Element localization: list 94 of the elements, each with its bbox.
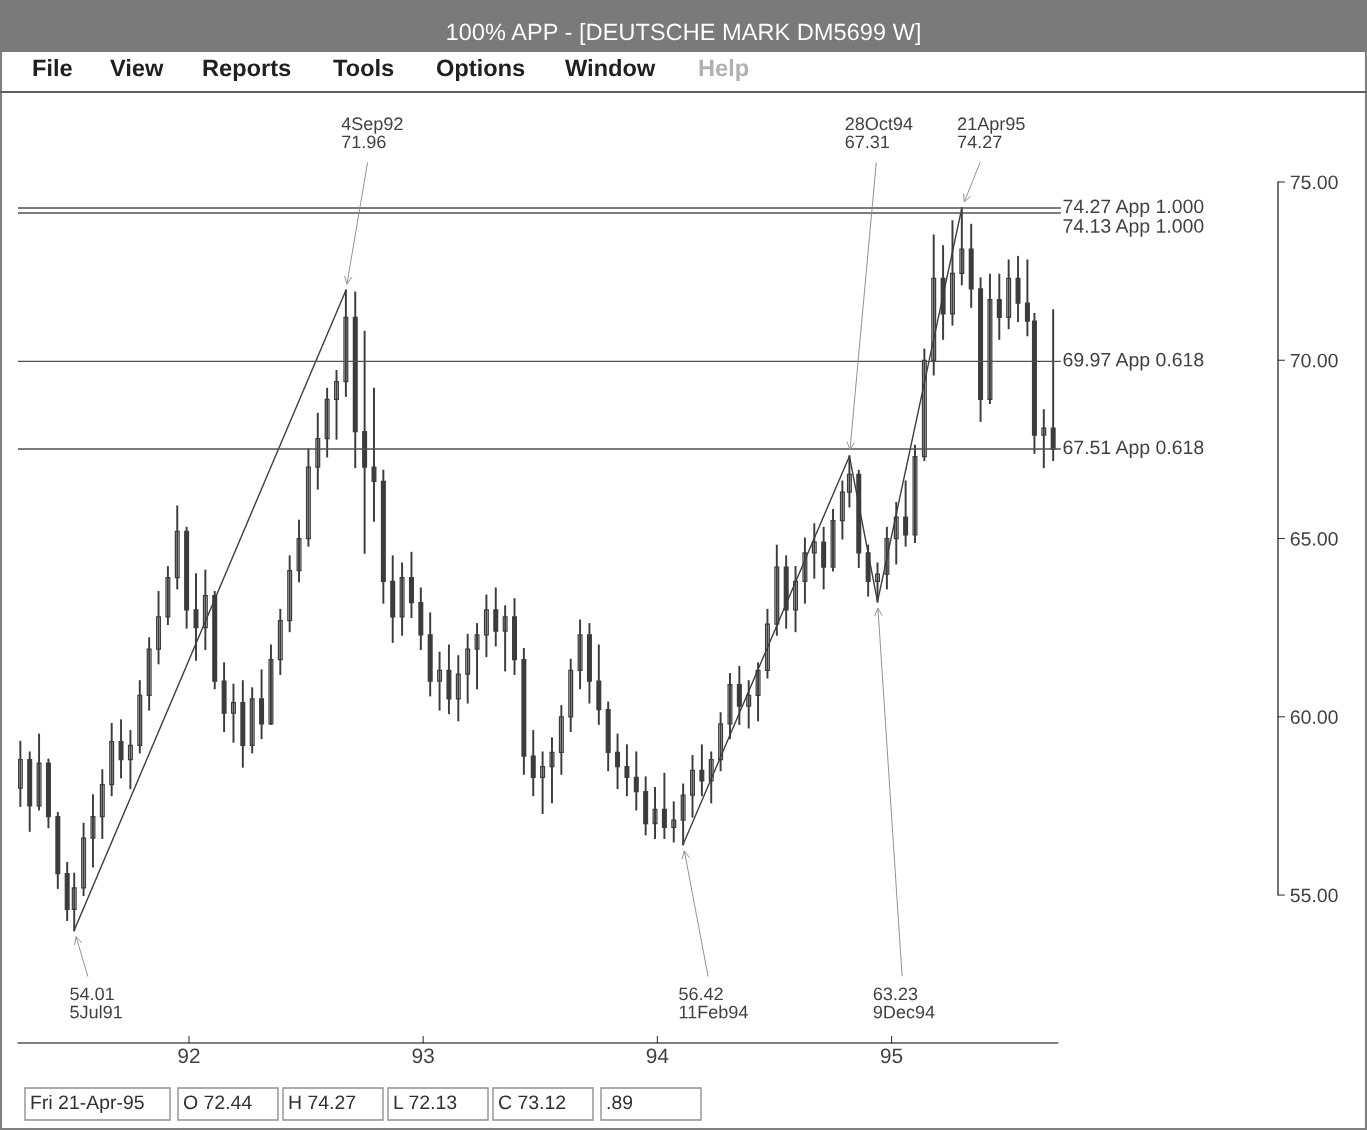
candlestick: [315, 412, 321, 490]
candlestick: [174, 505, 180, 590]
candlestick: [912, 444, 918, 544]
candlestick: [465, 633, 471, 704]
candlestick: [568, 658, 574, 733]
annotation: 63.23 9Dec94: [873, 987, 935, 1019]
candlestick: [802, 537, 808, 604]
y-tick-label: 60.00: [1290, 710, 1338, 725]
candlestick: [483, 594, 489, 658]
candlestick: [774, 544, 780, 636]
text: Options: [436, 59, 525, 82]
candlestick: [549, 737, 555, 804]
candlestick: [90, 794, 96, 868]
candlestick: [839, 480, 845, 540]
text: Window: [565, 59, 656, 77]
candlestick: [718, 712, 724, 772]
y-tick-label: 70.00: [1290, 353, 1338, 368]
annotation: 54.01 5Jul91: [70, 987, 122, 1019]
candlestick: [1006, 259, 1012, 330]
text: File: [33, 59, 72, 77]
candlestick: [81, 822, 87, 897]
candlestick: [127, 730, 133, 790]
candlestick: [455, 655, 461, 722]
candlestick: [689, 755, 695, 818]
candlestick: [708, 751, 714, 804]
annotation: 28Oct94 67.31: [845, 117, 913, 149]
candlestick: [949, 220, 955, 326]
candlestick: [277, 608, 283, 675]
text: Reports: [203, 59, 291, 82]
candlestick: [921, 348, 927, 462]
candlestick: [202, 569, 208, 651]
candlestick: [156, 591, 162, 665]
annotation: 56.42 11Feb94: [679, 987, 748, 1019]
candlestick: [540, 751, 546, 815]
x-tick-label: 93: [412, 1048, 434, 1064]
candlestick: [764, 608, 770, 679]
candlestick: [746, 680, 752, 729]
candlestick: [987, 273, 993, 405]
candlestick: [437, 651, 443, 711]
x-tick-label: 94: [646, 1048, 669, 1064]
candlestick: [577, 619, 583, 690]
candlestick: [652, 787, 658, 839]
y-tick-label: 55.00: [1290, 888, 1338, 903]
candlestick: [287, 555, 293, 633]
candlestick: [931, 234, 937, 376]
candlestick: [18, 740, 23, 807]
chart-title: 100% APP - [DEUTSCHE MARK DM5699 W]: [447, 23, 920, 46]
candlestick: [502, 605, 508, 672]
candlestick: [334, 369, 340, 440]
candlestick: [305, 448, 311, 547]
candlestick: [727, 673, 733, 740]
y-tick-label: 75.00: [1290, 175, 1338, 190]
y-tick-label: 65.00: [1290, 531, 1338, 546]
ref-line-label: 74.27 App 1.000: [1063, 199, 1204, 218]
candlestick: [893, 501, 899, 565]
text: Help: [699, 59, 749, 82]
candlestick: [249, 687, 255, 754]
candlestick: [268, 644, 274, 725]
candlestick: [165, 566, 171, 626]
ref-line-label: 69.97 App 0.618: [1063, 352, 1204, 371]
text: C 73.12: [498, 1095, 566, 1110]
candlestick: [474, 623, 480, 690]
text: L 72.13: [394, 1095, 457, 1110]
candlestick: [146, 637, 152, 711]
text: H 74.27: [289, 1095, 356, 1110]
candlestick: [793, 566, 799, 633]
candlestick: [324, 387, 330, 458]
candlestick: [830, 509, 836, 572]
candlestick: [811, 523, 817, 579]
x-tick-label: 92: [178, 1048, 200, 1064]
candlestick: [109, 722, 115, 797]
ref-line-label: 67.51 App 0.618: [1063, 440, 1204, 459]
annotation: 4Sep92 71.96: [341, 117, 403, 149]
ref-line-label: 74.13 App 1.000: [1063, 219, 1204, 237]
candlestick: [558, 705, 564, 775]
candlestick: [755, 662, 761, 722]
candlestick: [846, 455, 852, 508]
text: .89: [607, 1095, 633, 1110]
candlestick: [137, 680, 143, 754]
candlestick: [296, 519, 302, 583]
candlestick: [884, 526, 890, 590]
candlestick: [875, 562, 881, 603]
candlestick: [671, 801, 677, 843]
text: Tools: [333, 59, 394, 77]
candlestick: [1041, 409, 1047, 469]
candlestick: [99, 769, 105, 839]
candlestick: [399, 562, 405, 636]
text: O 72.44: [183, 1095, 252, 1110]
text: Fri 21-Apr-95: [31, 1094, 144, 1114]
annotation: 21Apr95 74.27: [958, 117, 1025, 149]
text: View: [110, 59, 164, 77]
candlestick: [36, 733, 42, 811]
x-tick-label: 95: [880, 1048, 903, 1064]
candlestick: [230, 683, 236, 743]
